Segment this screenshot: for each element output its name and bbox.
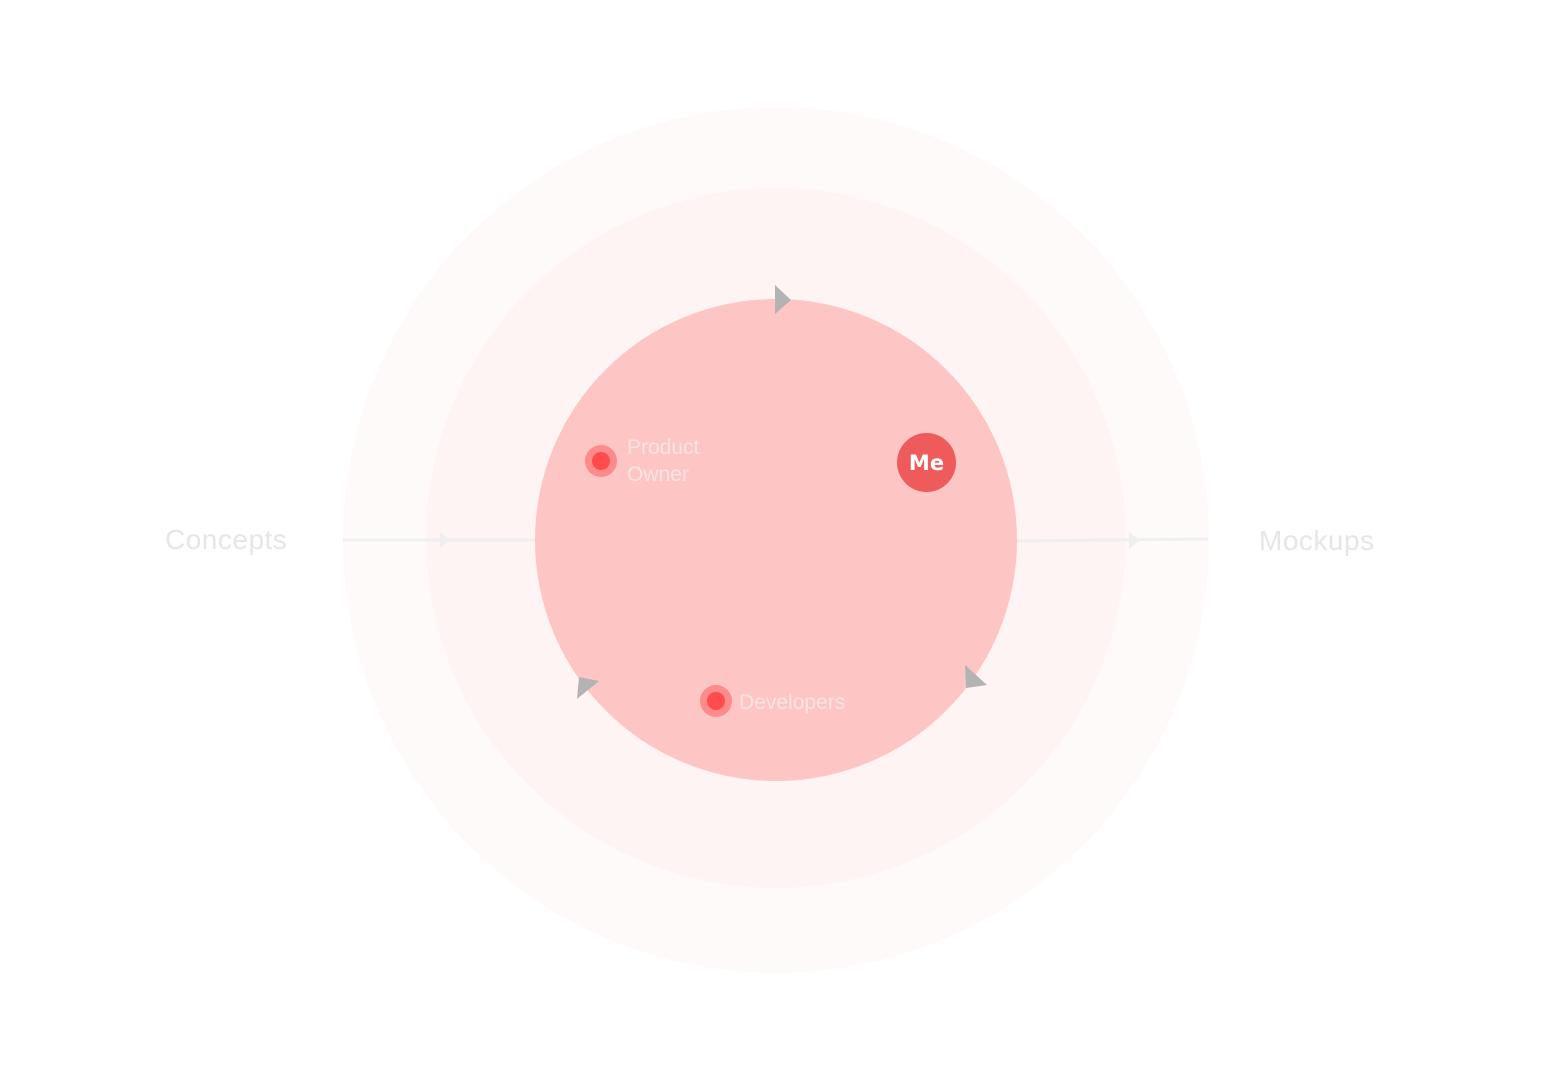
- output-flow-arrow-icon: [1129, 532, 1140, 549]
- concepts-label: Concepts: [165, 524, 288, 555]
- input-flow-arrow-icon: [440, 532, 450, 548]
- output-flow-line: [1015, 537, 1209, 543]
- mockups-label: Mockups: [1259, 525, 1375, 556]
- product-owner-label-line1: Product: [627, 436, 700, 459]
- me-badge: Me: [897, 433, 956, 492]
- inner-cycle-circle: [535, 299, 1017, 781]
- product-owner-dot: [592, 452, 610, 470]
- cycle-arrow-right-icon: [965, 665, 987, 688]
- product-owner-label: Product Owner: [627, 434, 699, 488]
- developers-label: Developers: [739, 691, 846, 714]
- product-owner-label-line2: Owner: [627, 463, 689, 486]
- developers-dot: [707, 692, 725, 710]
- cycle-arrow-top-icon: [775, 285, 791, 314]
- cycle-arrow-left-icon: [577, 677, 599, 699]
